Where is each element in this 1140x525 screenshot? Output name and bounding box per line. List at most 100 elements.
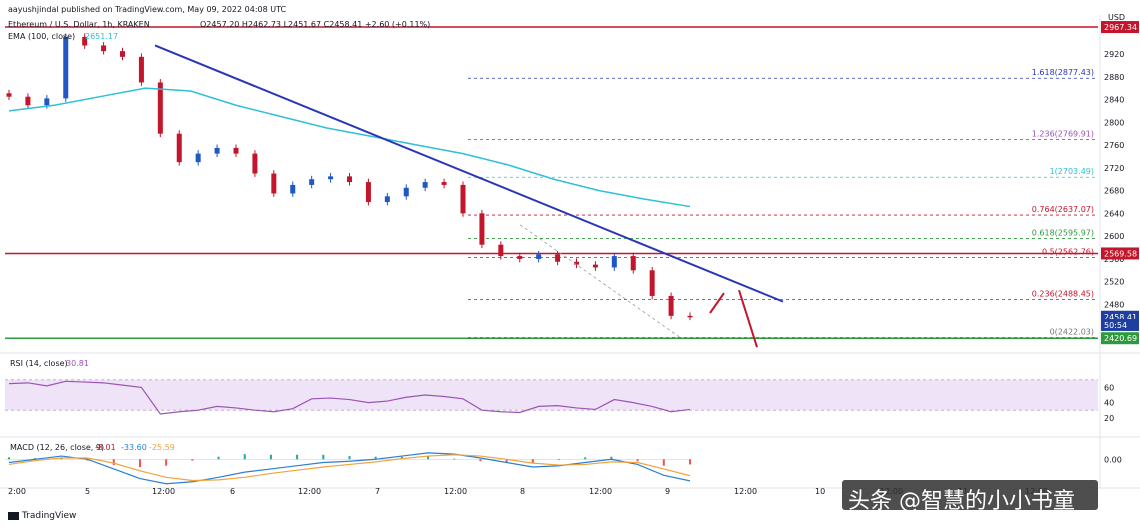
y-tick-label: 2920	[1104, 50, 1124, 59]
y-tick-label: 2520	[1104, 278, 1124, 287]
forecast-stroke	[709, 292, 725, 314]
x-tick-label: 12:00	[298, 487, 321, 496]
y-tick-label: 2720	[1104, 164, 1124, 173]
candle-body	[138, 56, 144, 83]
x-tick-label: 6	[230, 487, 235, 496]
fib-level-label: 0.5(2562.76)	[1042, 247, 1094, 256]
fib-level-label: 1(2703.49)	[1050, 167, 1094, 176]
candle-body	[403, 187, 409, 197]
macd-histogram-bar	[636, 459, 639, 462]
macd-histogram-bar	[374, 456, 377, 460]
candle-body	[347, 176, 352, 183]
candle-body	[44, 98, 50, 106]
macd-histogram-bar	[191, 459, 194, 461]
candle-body	[498, 244, 504, 257]
candle-body	[479, 213, 485, 245]
watermark-backdrop	[842, 480, 1098, 510]
macd-histogram-bar	[400, 456, 403, 460]
macd-histogram-bar	[348, 456, 351, 460]
rsi-line	[8, 380, 691, 415]
rsi-tick-label: 20	[1104, 414, 1114, 423]
price-tag	[1101, 21, 1139, 34]
ema-label: EMA (100, close)	[8, 32, 76, 41]
macd-value: -25.59	[149, 443, 175, 452]
y-tick-label: 2680	[1104, 187, 1124, 196]
trendline	[154, 44, 784, 303]
price-tag	[1101, 318, 1139, 331]
candle-body	[441, 182, 447, 185]
macd-signal-line	[8, 454, 691, 482]
candle-body	[195, 153, 201, 163]
tradingview-logo-icon	[8, 512, 19, 520]
price-tag-label: 2569.58	[1104, 249, 1137, 258]
watermark: 头条 @智慧的小小书童	[848, 489, 1075, 514]
candle-body	[687, 315, 693, 318]
candle-body	[271, 173, 277, 194]
macd-histogram-bar	[427, 456, 430, 460]
macd-histogram-bar	[296, 454, 299, 460]
macd-value: -33.60	[121, 443, 147, 452]
candle-body	[422, 182, 428, 188]
x-tick-label: 8	[520, 487, 525, 496]
candle-body	[309, 179, 315, 185]
macd-histogram-bar	[322, 454, 325, 460]
fib-level-label: 0.618(2595.97)	[1032, 228, 1094, 237]
x-tick-label: 7	[375, 487, 380, 496]
price-tag-label: 2458.41	[1104, 313, 1137, 322]
projection-line	[519, 224, 681, 338]
rsi-tick-label: 60	[1104, 383, 1114, 392]
macd-histogram-bar	[505, 459, 508, 463]
x-tick-label: 12:00	[589, 487, 612, 496]
candle-body	[214, 147, 220, 154]
macd-histogram-bar	[479, 459, 482, 462]
published-line: aayushjindal published on TradingView.co…	[8, 5, 287, 14]
macd-title: MACD (12, 26, close, 9)	[10, 443, 104, 452]
candle-body	[384, 196, 390, 202]
x-tick-label: 12:00	[152, 487, 175, 496]
candle-body	[592, 264, 598, 268]
candle-body	[101, 45, 107, 52]
y-tick-label: 2640	[1104, 209, 1124, 218]
rsi-value: 30.81	[66, 359, 89, 368]
macd-histogram-bar	[138, 459, 141, 467]
macd-histogram-bar	[86, 459, 89, 461]
macd-histogram-bar	[558, 459, 561, 461]
candle-body	[574, 261, 579, 265]
candle-body	[233, 147, 239, 154]
macd-histogram-bar	[217, 456, 220, 460]
candle-body	[290, 184, 296, 194]
candle-body	[517, 256, 523, 259]
candle-body	[460, 184, 466, 214]
candle-body	[328, 176, 334, 180]
candle-body	[120, 51, 125, 57]
y-tick-label: 2480	[1104, 300, 1124, 309]
macd-value: -8.01	[95, 443, 116, 452]
y-tick-label: 2760	[1104, 141, 1124, 150]
candle-body	[252, 153, 258, 174]
price-tag	[1101, 247, 1139, 260]
price-tag	[1101, 332, 1139, 345]
macd-histogram-bar	[34, 458, 37, 460]
tradingview-brand: TradingView	[22, 511, 77, 521]
rsi-tick-label: 40	[1104, 399, 1114, 408]
fib-level-label: 1.236(2769.91)	[1032, 129, 1094, 138]
macd-histogram-bar	[531, 459, 534, 464]
y-tick-label: 2880	[1104, 73, 1124, 82]
fib-level-label: 0.236(2488.45)	[1032, 290, 1094, 299]
macd-histogram-bar	[689, 459, 691, 465]
candle-body	[536, 254, 542, 259]
fib-level-label: 0.764(2637.07)	[1032, 205, 1094, 214]
price-tag-label: 2420.69	[1104, 334, 1137, 343]
candle-body	[555, 254, 561, 262]
rsi-title: RSI (14, close)	[10, 359, 68, 368]
macd-histogram-bar	[584, 457, 587, 460]
fib-level-label: 1.618(2877.43)	[1032, 68, 1094, 77]
price-tag-label: USD	[1108, 13, 1125, 22]
ema-line	[8, 87, 691, 208]
candle-body	[25, 96, 31, 106]
macd-histogram-bar	[243, 454, 246, 460]
candle-body	[630, 256, 636, 271]
candle-body	[63, 36, 69, 99]
x-tick-label: 12:00	[444, 487, 467, 496]
